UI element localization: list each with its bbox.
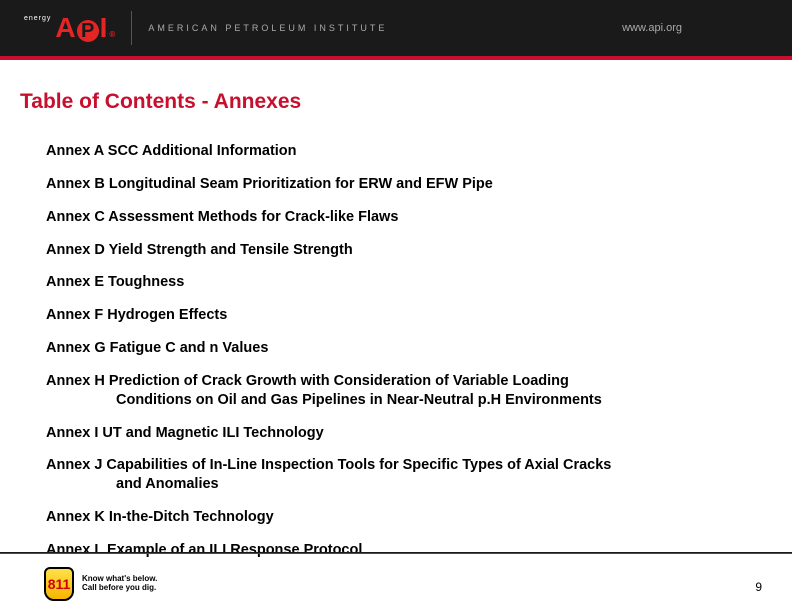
annex-item: Annex I UT and Magnetic ILI Technology (46, 424, 772, 443)
annex-item: Annex H Prediction of Crack Growth with … (46, 372, 772, 410)
api-logo: A P I ® (55, 12, 115, 44)
header-url: www.api.org (622, 22, 682, 34)
badge-line2: Call before you dig. (82, 584, 157, 593)
annex-label: Annex C Assessment Methods for Crack-lik… (46, 209, 398, 225)
logo-letter-i: I (100, 12, 108, 44)
annex-label: Annex D Yield Strength and Tensile Stren… (46, 242, 353, 258)
annex-item: Annex F Hydrogen Effects (46, 306, 772, 325)
registered-mark: ® (109, 30, 115, 39)
annex-label: Annex F Hydrogen Effects (46, 307, 227, 323)
annex-item: Annex K In-the-Ditch Technology (46, 508, 772, 527)
annex-label: Annex G Fatigue C and n Values (46, 340, 268, 356)
page-title: Table of Contents - Annexes (20, 90, 772, 114)
annex-list: Annex A SCC Additional Information Annex… (20, 142, 772, 560)
annex-label: Annex E Toughness (46, 274, 184, 290)
annex-label-cont: and Anomalies (46, 475, 772, 494)
footer-divider-line (0, 552, 792, 554)
page-number: 9 (755, 580, 762, 594)
header-divider (131, 11, 132, 45)
annex-label-cont: Conditions on Oil and Gas Pipelines in N… (46, 391, 772, 410)
annex-label: Annex I UT and Magnetic ILI Technology (46, 425, 324, 441)
annex-label: Annex B Longitudinal Seam Prioritization… (46, 176, 493, 192)
annex-item: Annex J Capabilities of In-Line Inspecti… (46, 456, 772, 494)
footer: 811 Know what's below. Call before you d… (0, 556, 792, 612)
badge-number: 811 (48, 576, 71, 592)
header-bar: energy A P I ® AMERICAN PETROLEUM INSTIT… (0, 0, 792, 56)
badge-text: Know what's below. Call before you dig. (82, 575, 157, 593)
slide: energy A P I ® AMERICAN PETROLEUM INSTIT… (0, 0, 792, 612)
annex-label: Annex A SCC Additional Information (46, 143, 297, 159)
badge-shield-icon: 811 (44, 567, 74, 601)
annex-item: Annex D Yield Strength and Tensile Stren… (46, 241, 772, 260)
content-area: Table of Contents - Annexes Annex A SCC … (0, 60, 792, 560)
logo-letter-a: A (55, 12, 75, 44)
annex-label: Annex H Prediction of Crack Growth with … (46, 373, 569, 389)
call811-badge: 811 Know what's below. Call before you d… (44, 567, 157, 601)
org-name: AMERICAN PETROLEUM INSTITUTE (148, 23, 387, 33)
annex-item: Annex G Fatigue C and n Values (46, 339, 772, 358)
logo-block: energy A P I ® (0, 12, 115, 44)
energy-label: energy (24, 15, 51, 22)
annex-label: Annex J Capabilities of In-Line Inspecti… (46, 457, 611, 473)
logo-circle-icon: P (77, 20, 99, 42)
annex-item: Annex B Longitudinal Seam Prioritization… (46, 175, 772, 194)
annex-item: Annex C Assessment Methods for Crack-lik… (46, 208, 772, 227)
annex-item: Annex E Toughness (46, 273, 772, 292)
annex-label: Annex K In-the-Ditch Technology (46, 509, 274, 525)
logo-letter-p: P (81, 21, 94, 41)
annex-item: Annex A SCC Additional Information (46, 142, 772, 161)
